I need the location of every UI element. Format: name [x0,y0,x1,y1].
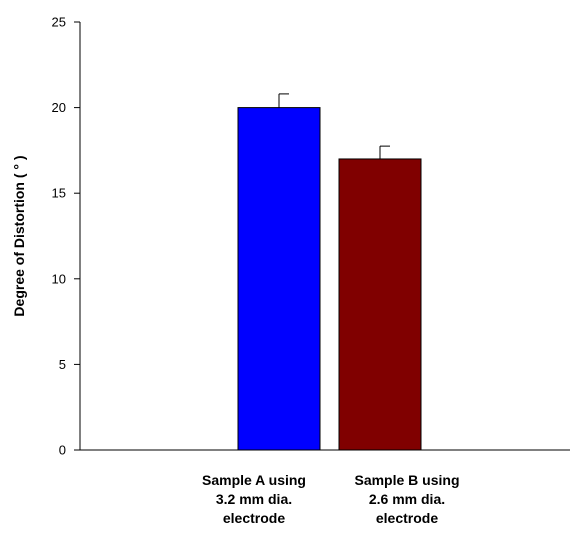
category-label-line: Sample A using [202,472,306,488]
category-labels: Sample A using 3.2 mm dia. electrodeSample… [202,472,460,526]
y-axis-ticks: 0 5 10 15 20 25 [52,15,80,458]
error-bars [278,93,390,159]
y-axis-title: Degree of Distortion ( ° ) [11,155,27,316]
category-label-2: Sample B using 2.6 mm dia. electrode [354,472,459,526]
category-label-line: 3.2 mm dia. [216,491,292,507]
y-tick-label: 25 [52,15,66,30]
bar-1 [237,107,321,451]
category-label-1: Sample A using 3.2 mm dia. electrode [202,472,306,526]
category-label-line: Sample B using [354,472,459,488]
plot-area: 0 5 10 15 20 25 [52,15,570,458]
y-tick-label: 15 [52,186,66,201]
bar-2 [338,158,422,451]
category-label-line: electrode [376,510,438,526]
category-label-line: 2.6 mm dia. [369,491,445,507]
y-tick-label: 10 [52,271,66,286]
bars [237,107,422,451]
y-tick-label: 20 [52,100,66,115]
category-label-line: electrode [223,510,285,526]
y-tick-label: 5 [59,357,66,372]
y-tick-label: 0 [59,443,66,458]
